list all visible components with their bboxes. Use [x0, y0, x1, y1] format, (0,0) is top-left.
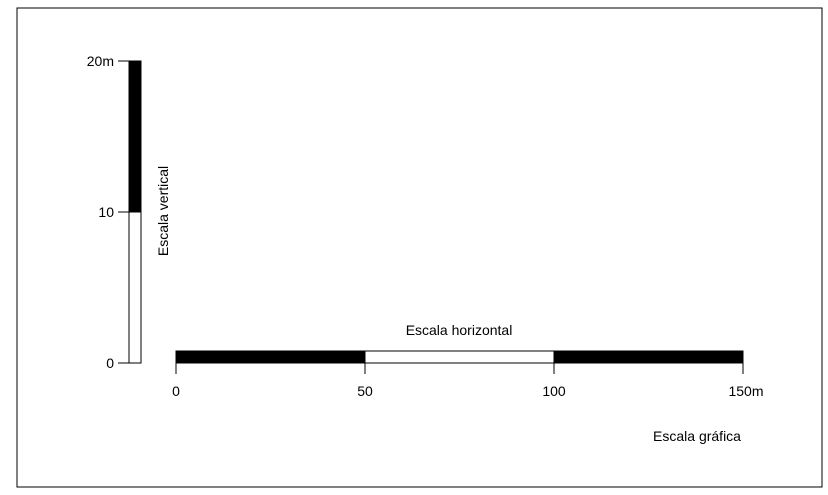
horizontal-tick-label-50: 50	[357, 383, 373, 399]
horizontal-scale-segment-2	[364, 350, 555, 364]
vertical-scale-segment-white	[128, 211, 142, 364]
vertical-scale: 20m 10 0 Escala vertical	[87, 53, 171, 371]
vertical-tick-label-10: 10	[98, 204, 114, 220]
vertical-tick-label-0: 0	[106, 355, 114, 371]
horizontal-scale-segment-1	[175, 350, 366, 364]
figure-frame	[16, 7, 823, 488]
vertical-tick-label-20: 20m	[87, 53, 114, 69]
horizontal-tick-label-100: 100	[542, 383, 566, 399]
horizontal-tick-label-0: 0	[172, 383, 180, 399]
horizontal-scale-title: Escala horizontal	[406, 322, 513, 338]
horizontal-tick-label-150: 150m	[728, 383, 763, 399]
horizontal-scale: Escala horizontal 0 50 100 150m	[172, 322, 763, 399]
figure-caption: Escala gráfica	[653, 428, 741, 444]
horizontal-scale-segment-3	[553, 350, 744, 364]
vertical-scale-title: Escala vertical	[155, 166, 171, 256]
vertical-scale-segment-black	[128, 60, 142, 213]
